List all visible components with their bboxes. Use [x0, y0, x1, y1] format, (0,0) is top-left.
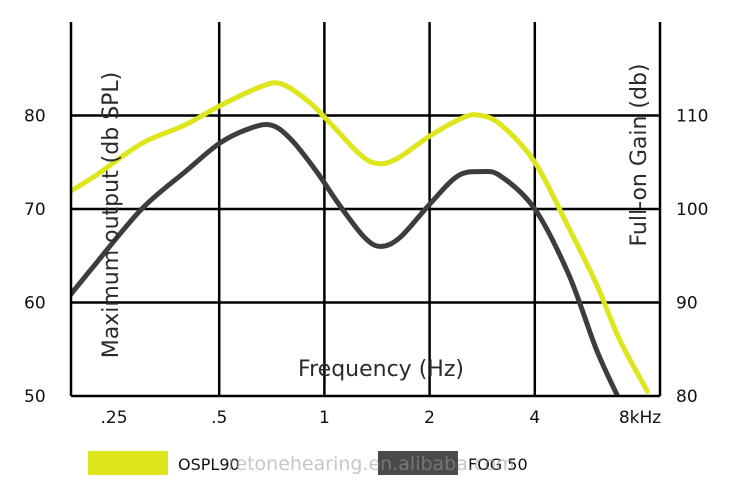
y-left-tick-label: 80	[24, 107, 46, 127]
bottom-margin-mask	[71, 396, 660, 440]
y-right-tick-label: 90	[676, 294, 698, 314]
y-right-tick-label: 80	[676, 387, 698, 407]
legend-swatch-ospl90	[88, 451, 168, 475]
grid	[71, 22, 660, 396]
top-margin-mask	[71, 0, 660, 22]
series-line-ospl90	[61, 80, 650, 394]
y-left-tick-label: 60	[24, 294, 46, 314]
x-tick-label: .25	[100, 408, 127, 428]
x-tick-label: 4	[529, 408, 540, 428]
x-axis-title: Frequency (Hz)	[298, 357, 464, 382]
legend-label-fog50: FOG 50	[468, 455, 528, 474]
series-line-fog50	[61, 122, 620, 399]
y-left-tick-label: 50	[24, 387, 46, 407]
x-tick-label: .5	[211, 408, 227, 428]
y-right-tick-label: 110	[676, 107, 708, 127]
watermark: retonehearing.en.alibaba.com	[228, 453, 515, 475]
y-right-tick-label: 100	[676, 200, 708, 220]
y-axis-left-title: Maximum output (db SPL)	[99, 72, 124, 359]
left-margin-mask	[0, 0, 71, 440]
plot-frame	[0, 0, 662, 440]
tick-labels: .25 .5 1 2 4 8kHz 50 60 70 80 80 90 100 110	[24, 107, 708, 429]
x-tick-label: 8kHz	[619, 408, 661, 428]
y-left-tick-label: 70	[24, 200, 46, 220]
y-axis-right-title: Full-on Gain (db)	[627, 63, 652, 246]
legend-label-ospl90: OSPL90	[178, 455, 240, 474]
legend: OSPL90 FOG 50	[88, 451, 528, 475]
series-layer	[61, 80, 650, 399]
x-tick-label: 1	[319, 408, 330, 428]
legend-swatch-fog50	[378, 451, 458, 475]
x-tick-label: 2	[424, 408, 435, 428]
